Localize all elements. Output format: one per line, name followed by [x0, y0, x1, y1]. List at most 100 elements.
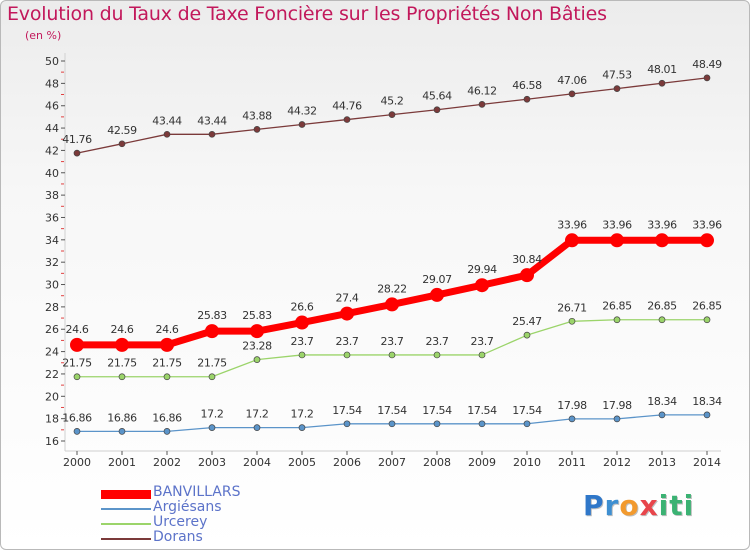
data-point-urcerey — [118, 373, 126, 381]
data-label-argiésans: 18.34 — [692, 395, 722, 408]
data-point-dorans — [163, 130, 171, 138]
data-point-urcerey — [703, 316, 711, 324]
legend-label: Urcerey — [153, 514, 208, 530]
data-point-argiésans — [613, 415, 621, 423]
x-tick-label: 2009 — [468, 456, 496, 469]
data-point-urcerey — [658, 316, 666, 324]
data-point-banvillars — [565, 233, 579, 248]
legend-label: BANVILLARS — [153, 484, 241, 500]
x-tick-label: 2006 — [333, 456, 361, 469]
series-group — [70, 74, 714, 435]
data-point-argiésans — [568, 415, 576, 423]
logo-letter: i — [683, 489, 695, 522]
data-point-dorans — [613, 85, 621, 92]
x-tick-label: 2007 — [378, 456, 406, 469]
data-point-banvillars — [430, 287, 444, 302]
data-label-banvillars: 33.96 — [557, 218, 587, 231]
legend-label: Argiésans — [153, 499, 222, 515]
data-point-dorans — [703, 74, 711, 82]
data-label-urcerey: 21.75 — [107, 357, 137, 370]
logo-letter: o — [619, 489, 640, 522]
data-label-banvillars: 33.96 — [602, 218, 632, 231]
chart-title: Evolution du Taux de Taxe Foncière sur l… — [7, 3, 607, 25]
data-label-banvillars: 25.83 — [242, 309, 272, 322]
x-tick-label: 2005 — [288, 456, 316, 469]
x-tick-label: 2013 — [648, 456, 676, 469]
data-point-urcerey — [298, 351, 306, 359]
data-point-urcerey — [253, 356, 261, 363]
data-point-urcerey — [343, 351, 351, 359]
y-tick-label: 32 — [45, 256, 59, 269]
y-tick-label: 34 — [45, 234, 59, 247]
data-point-banvillars — [250, 324, 264, 339]
data-point-banvillars — [610, 233, 624, 248]
data-label-dorans: 43.44 — [197, 114, 227, 127]
x-tick-label: 2002 — [153, 456, 181, 469]
unit-label: (en %) — [25, 29, 62, 42]
data-point-argiésans — [298, 424, 306, 431]
logo-letter: x — [639, 489, 659, 522]
legend-label: Dorans — [153, 529, 203, 545]
data-point-urcerey — [568, 317, 576, 325]
data-label-banvillars: 29.07 — [422, 273, 452, 286]
data-label-urcerey: 23.7 — [336, 335, 359, 348]
data-label-argiésans: 16.86 — [152, 411, 182, 424]
data-label-dorans: 46.58 — [512, 79, 542, 92]
logo-letter: P — [583, 489, 605, 522]
x-tick-label: 2008 — [423, 456, 451, 469]
y-tick-label: 26 — [45, 323, 59, 336]
y-tick-label: 28 — [45, 301, 59, 314]
data-point-urcerey — [208, 373, 216, 381]
data-point-dorans — [568, 90, 576, 98]
data-point-argiésans — [163, 428, 171, 435]
data-label-argiésans: 17.54 — [332, 404, 362, 417]
data-label-dorans: 47.06 — [557, 74, 587, 87]
y-tick-label: 24 — [45, 346, 59, 359]
data-point-urcerey — [73, 373, 81, 381]
data-label-argiésans: 17.54 — [377, 404, 407, 417]
data-label-urcerey: 23.7 — [471, 335, 494, 348]
data-point-dorans — [253, 126, 261, 133]
legend-swatch — [101, 508, 151, 510]
data-point-argiésans — [703, 411, 711, 419]
y-tick-label: 42 — [45, 144, 59, 157]
legend-swatch — [101, 523, 151, 525]
data-label-argiésans: 16.86 — [62, 411, 92, 424]
data-label-urcerey: 25.47 — [512, 315, 542, 328]
x-tick-label: 2012 — [603, 456, 631, 469]
y-tick-label: 40 — [45, 167, 59, 180]
data-label-argiésans: 17.54 — [422, 404, 452, 417]
data-point-argiésans — [658, 411, 666, 419]
data-point-argiésans — [73, 428, 81, 435]
logo-letter: t — [669, 489, 684, 522]
data-point-banvillars — [700, 233, 714, 248]
logo-letter: i — [658, 489, 670, 522]
data-point-dorans — [523, 95, 531, 103]
data-point-dorans — [73, 149, 81, 157]
data-label-dorans: 44.32 — [287, 104, 317, 117]
y-tick-label: 22 — [45, 368, 59, 381]
data-label-dorans: 46.12 — [467, 84, 497, 97]
data-point-dorans — [208, 130, 216, 138]
data-point-banvillars — [115, 337, 129, 352]
data-label-argiésans: 17.54 — [512, 404, 542, 417]
data-label-banvillars: 28.22 — [377, 282, 407, 295]
logo-letter: r — [604, 489, 620, 522]
y-tick-label: 46 — [45, 100, 59, 113]
data-label-dorans: 48.49 — [692, 58, 722, 71]
data-point-argiésans — [208, 424, 216, 431]
data-point-dorans — [478, 101, 486, 108]
x-tick-label: 2003 — [198, 456, 226, 469]
data-point-banvillars — [520, 268, 534, 283]
data-label-urcerey: 21.75 — [152, 357, 182, 370]
data-label-dorans: 45.64 — [422, 90, 452, 103]
y-tick-label: 30 — [45, 279, 59, 292]
data-point-argiésans — [478, 420, 486, 428]
data-label-dorans: 43.88 — [242, 109, 272, 122]
data-label-urcerey: 26.85 — [692, 300, 722, 313]
data-label-dorans: 45.2 — [381, 95, 404, 108]
data-point-banvillars — [340, 306, 354, 321]
data-point-urcerey — [478, 351, 486, 359]
data-point-urcerey — [523, 331, 531, 339]
